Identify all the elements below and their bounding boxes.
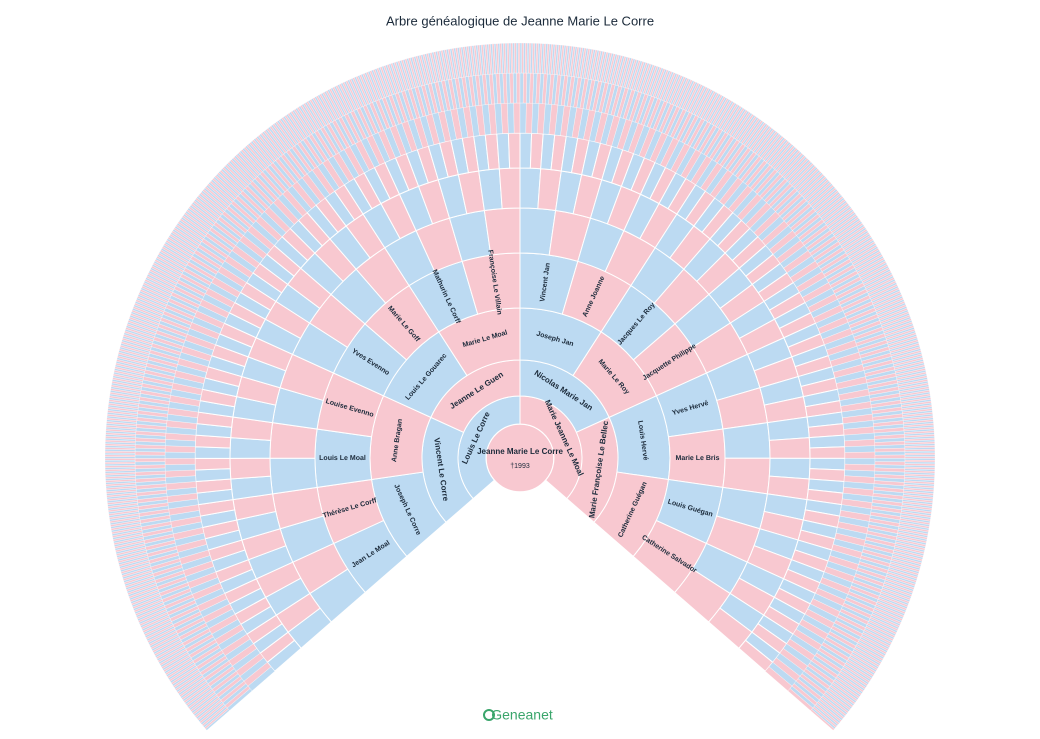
person-sector <box>134 458 166 463</box>
person-sector <box>134 454 166 459</box>
person-sector <box>483 207 521 256</box>
person-name: Jeanne Marie Le Corre <box>477 447 563 456</box>
sectors <box>104 42 936 731</box>
person-sector <box>498 167 521 210</box>
person-sector <box>874 454 906 459</box>
person-sector <box>874 447 906 453</box>
person-sector <box>513 102 521 134</box>
person-sector <box>229 457 272 480</box>
person-sector <box>519 102 527 134</box>
person-sector <box>104 456 136 459</box>
person-sector <box>844 458 876 465</box>
person-sector <box>507 132 521 169</box>
person-sector <box>194 457 231 471</box>
person-sector <box>768 457 811 480</box>
person-sector <box>194 446 231 459</box>
person-sector <box>844 451 876 459</box>
person-sector <box>519 42 523 74</box>
person-sector <box>810 709 835 731</box>
person-sector <box>722 422 771 459</box>
person-sector <box>519 167 542 210</box>
person-name: Louis Le Moal <box>319 455 366 462</box>
person-sector <box>519 132 533 169</box>
title: Arbre généalogique de Jeanne Marie Le Co… <box>386 13 654 28</box>
person-sector <box>904 456 936 459</box>
person-sector <box>844 445 876 453</box>
person-sector <box>809 446 846 459</box>
person-sector <box>269 457 318 495</box>
person-sector <box>104 459 136 463</box>
person-sector <box>808 434 846 449</box>
person-name: Marie Le Bris <box>676 455 720 462</box>
person-sector <box>809 457 846 471</box>
person-sector <box>904 454 936 457</box>
brand: Geneanet <box>491 707 553 723</box>
person-sector <box>164 464 196 472</box>
person-sector <box>516 42 519 74</box>
person-sector <box>768 437 811 459</box>
person-sector <box>496 132 511 170</box>
person-sector <box>229 437 272 459</box>
person-sector <box>519 72 524 104</box>
person-sector <box>164 451 196 459</box>
person-sector <box>874 451 906 456</box>
person-sector <box>134 461 166 466</box>
brand-logo: Geneanet <box>483 707 553 723</box>
person-sector <box>874 458 906 463</box>
person-sector <box>104 458 136 461</box>
person-sector <box>516 72 521 104</box>
person-sector <box>517 42 521 74</box>
person-sector <box>194 468 232 483</box>
person-sector <box>507 102 515 134</box>
person-sector <box>512 72 517 104</box>
person-dates: †1993 <box>510 463 530 470</box>
person-sector <box>164 458 196 465</box>
